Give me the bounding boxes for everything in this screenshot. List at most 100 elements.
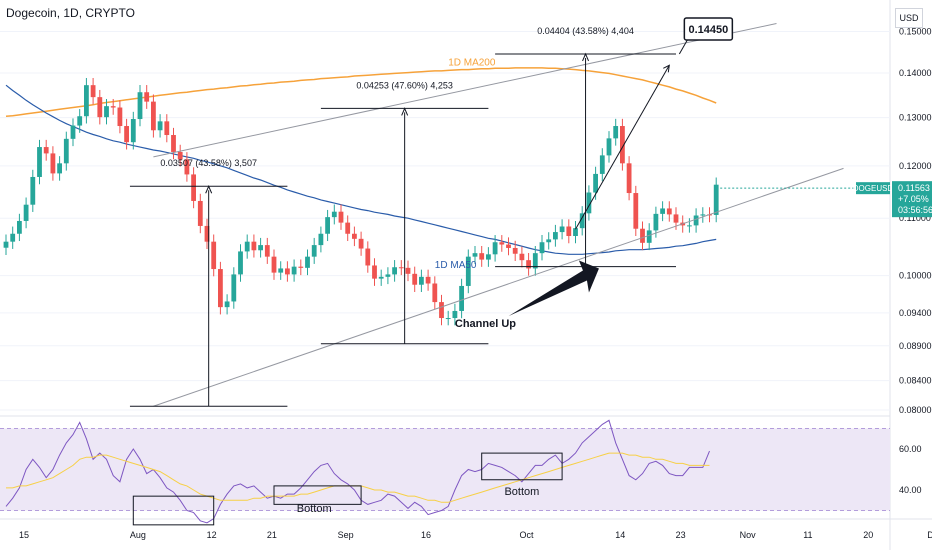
x-tick-label: 23 (676, 530, 686, 540)
candle-body (486, 254, 491, 260)
x-tick-label: 14 (615, 530, 625, 540)
candle-body (325, 217, 330, 234)
candle-body (23, 204, 29, 221)
target-label: 0.14450 (688, 24, 728, 36)
x-tick-label: 12 (207, 530, 217, 540)
candle-body (311, 245, 317, 257)
candle-body (539, 242, 545, 254)
candle-body (17, 220, 22, 234)
candle-body (599, 155, 605, 174)
x-tick-label: Aug (130, 530, 146, 540)
candle-body (566, 226, 572, 237)
measure-1-arrow-head (205, 184, 213, 194)
candle-body (191, 174, 196, 201)
rsi-bottom-box (273, 485, 362, 505)
candle-body (700, 214, 706, 216)
candle-body (97, 97, 103, 118)
measure-3-label: 0.04404 (43.58%) 4,404 (537, 26, 634, 36)
rsi-bottom-box (481, 452, 563, 481)
x-tick-label: 16 (421, 530, 431, 540)
candle-body (117, 107, 123, 127)
candle-body (385, 274, 391, 277)
candle-body (519, 253, 525, 261)
candle-body (532, 253, 538, 269)
candle-body (573, 228, 578, 237)
candle-body (666, 208, 672, 215)
channel-upper-line (153, 22, 777, 158)
candle-body (144, 92, 150, 102)
x-tick-label: 20 (863, 530, 873, 540)
candle-body (352, 233, 357, 239)
candle-body (137, 92, 143, 120)
x-tick-label: Oct (519, 530, 534, 540)
rsi-band (0, 428, 890, 511)
candle-body (57, 163, 62, 174)
x-tick-label: 11 (803, 530, 812, 540)
candle-body (278, 268, 284, 273)
candle-body (452, 310, 458, 319)
rsi-bottom-label: Bottom (297, 503, 332, 515)
candle-body (687, 225, 692, 227)
candle-body (506, 244, 511, 248)
candle-body (264, 245, 270, 257)
y-tick-label: 0.11000 (899, 213, 931, 223)
candle-body (432, 283, 438, 303)
candle-body (419, 276, 424, 285)
candle-body (331, 211, 337, 218)
candle-body (626, 163, 632, 194)
measure-2-arrow-head (401, 107, 409, 116)
candle-body (151, 101, 156, 131)
candle-body (620, 126, 625, 164)
y-tick-label: 0.08000 (899, 405, 932, 415)
y-tick-label: 0.15000 (899, 26, 932, 36)
candle-body (372, 265, 377, 279)
candle-body (606, 138, 612, 156)
candle-body (318, 233, 324, 246)
candle-body (365, 248, 371, 266)
price-tag-countdown: 03:56:56 (898, 205, 932, 215)
candle-body (63, 138, 69, 164)
y-tick-label: 0.09400 (899, 308, 932, 318)
symbol-tag (856, 182, 890, 195)
candle-body (77, 116, 83, 126)
x-tick-label: 15 (19, 530, 29, 540)
candle-body (238, 251, 243, 275)
candle-body (439, 302, 444, 319)
candle-body (479, 253, 485, 260)
candle-body (713, 184, 719, 215)
channel-arrow (508, 260, 599, 317)
price-tag-change: +7.05% (898, 194, 929, 204)
candle-body (613, 126, 619, 139)
candle-body (244, 241, 250, 252)
candle-body (526, 260, 531, 269)
candle-body (204, 225, 210, 242)
candle-body (412, 273, 418, 285)
projection-arrow-head (663, 64, 670, 73)
candle-body (70, 125, 76, 139)
candle-body (673, 214, 679, 223)
candle-body (104, 106, 109, 118)
candle-body (251, 241, 257, 251)
candle-body (305, 256, 310, 268)
currency-selector[interactable]: USD (895, 8, 923, 28)
candle-body (640, 228, 645, 243)
candle-body (171, 135, 176, 152)
candle-body (693, 215, 699, 226)
price-tag (892, 181, 932, 218)
candle-body (218, 269, 223, 308)
measure-1-label: 0.03507 (43.58%) 3,507 (160, 158, 257, 168)
candle-body (358, 238, 364, 249)
candle-body (499, 242, 505, 245)
price-tag-value: 0.11563 (898, 183, 930, 193)
candle-body (110, 106, 116, 108)
candle-body (177, 151, 183, 160)
y-tick-label: 0.12000 (899, 161, 932, 171)
candle-body (130, 119, 136, 143)
chart-title: Dogecoin, 1D, CRYPTO (6, 6, 135, 20)
y-tick-label: 0.13000 (899, 113, 932, 123)
candle-body (184, 159, 190, 175)
candle-body (593, 173, 598, 193)
candle-body (231, 274, 237, 302)
rsi-line (5, 419, 710, 524)
